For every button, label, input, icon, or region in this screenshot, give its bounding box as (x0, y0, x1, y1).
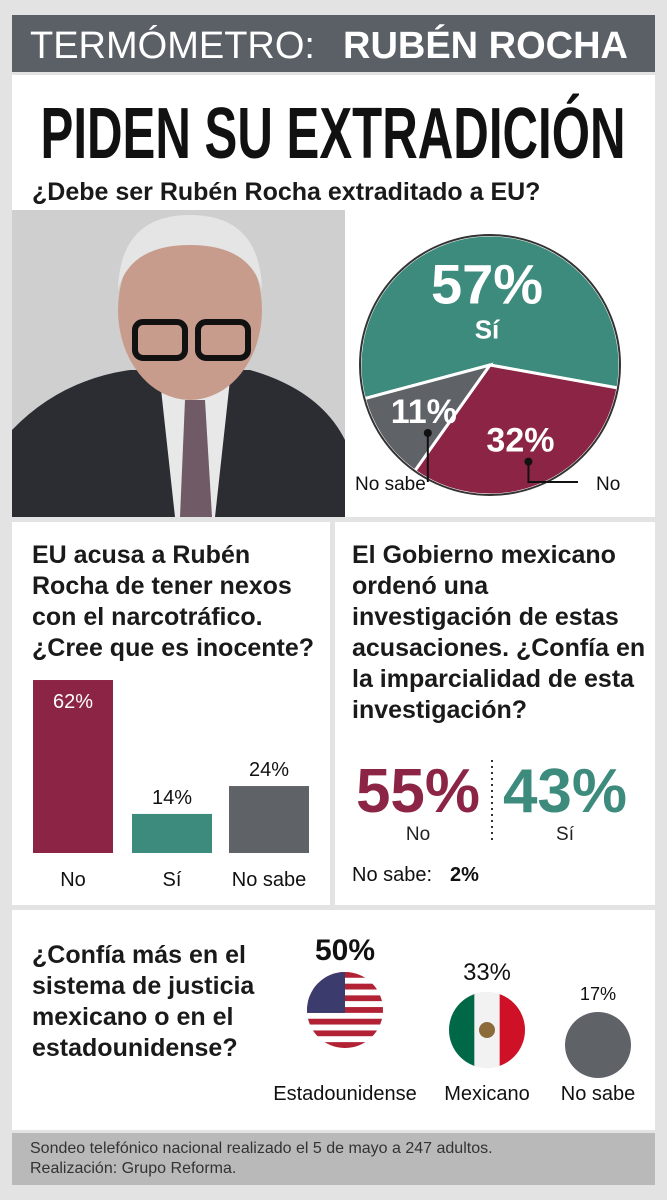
flag-stripe (307, 1018, 383, 1025)
pie-category-label: No (596, 474, 620, 495)
stat-title: El Gobierno mexicano ordenó una investig… (352, 541, 646, 724)
bar-value-label: 62% (53, 691, 93, 713)
photo (12, 210, 345, 517)
footer-line: Realización: Grupo Reforma. (30, 1160, 237, 1177)
pie-value-label: 57% (431, 253, 543, 316)
pie-value-label: 32% (486, 422, 554, 460)
bubble-value-label: 33% (463, 959, 511, 986)
flag-stripe (307, 1030, 383, 1037)
bubble-value-label: 50% (315, 934, 375, 967)
bar-title: EU acusa a Rubén Rocha de tener nexos co… (32, 541, 315, 662)
pie-category-label: Sí (475, 315, 500, 345)
flag-stripe (307, 1036, 383, 1043)
bar (229, 786, 309, 853)
pie-title: ¿Debe ser Rubén Rocha extraditado a EU? (32, 178, 540, 206)
pie-category-label: No sabe (355, 474, 426, 495)
pie-value-label: 11% (391, 393, 457, 431)
bubble-category-label: No sabe (561, 1083, 636, 1105)
stat-value: 43% (503, 757, 627, 826)
bar-value-label: 14% (152, 787, 192, 809)
stat-category: Sí (556, 824, 575, 845)
pie-outline (359, 234, 621, 496)
mx-flag (449, 992, 525, 1068)
stat-value: 55% (356, 757, 480, 826)
footer-bar (12, 1133, 655, 1185)
header-name: RUBÉN ROCHA (343, 23, 628, 67)
bar-category-label: No (60, 869, 86, 891)
bar (132, 813, 212, 853)
stat-other-label: No sabe: (352, 864, 432, 886)
bubble-title: ¿Confía más en el sistema de justicia me… (32, 941, 255, 1062)
bubble-category-label: Estadounidense (273, 1083, 416, 1105)
leader-line (527, 461, 578, 483)
bar-category-label: Sí (163, 869, 182, 891)
header-prefix: TERMÓMETRO: (30, 24, 315, 67)
bar (33, 680, 113, 853)
flag-stripe (307, 1024, 383, 1031)
stat-category: No (406, 824, 430, 845)
bubble (565, 1012, 631, 1078)
footer-line: Sondeo telefónico nacional realizado el … (30, 1140, 493, 1157)
bar-value-label: 24% (249, 759, 289, 781)
leader-dot (524, 457, 533, 466)
panel (335, 522, 655, 905)
bar-category-label: No sabe (232, 869, 307, 891)
bubble-value-label: 17% (580, 984, 616, 1004)
us-flag (307, 972, 383, 1048)
stat-other-value: 2% (450, 864, 479, 886)
flag-stripe (307, 1042, 383, 1048)
leader-dot (423, 428, 432, 437)
bubble-category-label: Mexicano (444, 1083, 530, 1105)
flag-stripe (307, 1012, 383, 1019)
flag-emblem (479, 1022, 495, 1038)
header-bar (12, 15, 655, 72)
title: PIDEN SU EXTRADICIÓN (41, 93, 626, 174)
